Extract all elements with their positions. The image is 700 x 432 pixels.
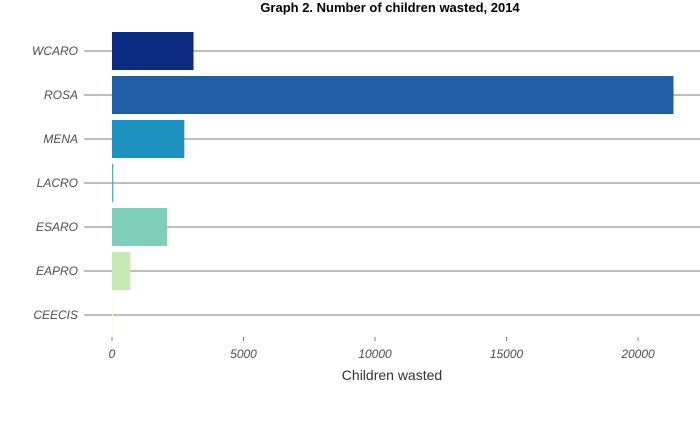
category-label-ceecis: CEECIS (33, 308, 78, 322)
category-label-eapro: EAPRO (36, 264, 78, 278)
bars (112, 32, 674, 334)
category-label-mena: MENA (43, 132, 78, 146)
x-tick-label-10000: 10000 (358, 347, 392, 361)
bar-esaro (112, 208, 168, 246)
category-label-rosa: ROSA (44, 88, 78, 102)
category-label-lacro: LACRO (37, 176, 78, 190)
x-tick-label-5000: 5000 (230, 347, 257, 361)
chart-title: Graph 2. Number of children wasted, 2014 (260, 0, 520, 15)
bar-wcaro (112, 32, 194, 70)
x-tick-label-0: 0 (109, 347, 116, 361)
bar-lacro (112, 164, 114, 202)
x-tick-label-20000: 20000 (620, 347, 655, 361)
bar-rosa (112, 76, 674, 114)
category-labels: WCARO ROSA MENA LACRO ESARO EAPRO CEECIS (32, 44, 78, 322)
x-tick-label-15000: 15000 (490, 347, 524, 361)
x-axis-ticks: 0 5000 10000 15000 20000 (109, 337, 655, 361)
x-axis-title: Children wasted (342, 367, 442, 383)
category-label-esaro: ESARO (36, 220, 78, 234)
category-label-wcaro: WCARO (32, 44, 78, 58)
bar-mena (112, 120, 185, 158)
bar-ceecis (112, 296, 113, 334)
bar-eapro (112, 252, 131, 290)
